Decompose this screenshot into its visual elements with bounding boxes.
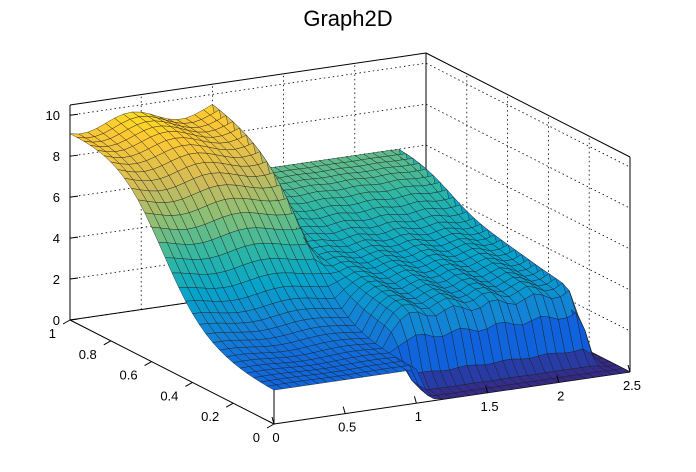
z-tick-mark: [69, 195, 79, 198]
y-tick-mark: [185, 381, 193, 387]
x-tick-mark: [413, 396, 417, 404]
frame-edge-top-back: [69, 52, 427, 106]
z-tick-label: 4: [53, 231, 60, 246]
z-tick-mark: [69, 154, 79, 157]
y-tick-label: 0.4: [160, 388, 178, 403]
y-tick-label: 0.6: [120, 368, 138, 383]
y-tick-mark: [144, 361, 152, 367]
x-tick-label: 0: [272, 430, 279, 445]
surface-cell: [613, 368, 631, 374]
y-tick-label: 0.2: [201, 409, 219, 424]
y-tick-label: 0.8: [79, 347, 97, 362]
z-tick-mark: [69, 113, 79, 116]
x-tick-mark: [342, 406, 346, 414]
z-tick-label: 2: [53, 272, 60, 287]
z-tick-mark: [69, 236, 79, 239]
y-tick-mark: [103, 340, 112, 346]
z-tick-label: 10: [46, 108, 60, 123]
y-tick-mark: [225, 402, 234, 408]
x-tick-mark: [271, 416, 275, 425]
x-tick-label: 1.5: [481, 399, 499, 414]
x-tick-label: 1: [415, 409, 422, 424]
x-tick-label: 2.5: [623, 378, 641, 393]
z-tick-mark: [69, 318, 79, 321]
y-tick-label: 0: [253, 430, 260, 445]
x-tick-label: 2: [557, 388, 564, 403]
z-tick-label: 8: [53, 149, 60, 164]
y-tick-mark: [62, 319, 71, 325]
x-tick-label: 0.5: [338, 420, 356, 435]
y-tick-mark: [266, 423, 275, 429]
z-tick-label: 0: [53, 313, 60, 328]
z-tick-label: 6: [53, 190, 60, 205]
surface-plot: [69, 103, 631, 400]
x-tick-mark: [485, 385, 489, 393]
frame-edge-left-bottom: [69, 319, 275, 425]
frame-edge-top-right: [425, 52, 631, 158]
z-tick-mark: [69, 277, 79, 280]
chart-title: Graph2D: [303, 6, 392, 31]
y-tick-label: 1: [49, 326, 56, 341]
x-tick-mark: [627, 364, 631, 373]
x-tick-mark: [556, 375, 560, 383]
